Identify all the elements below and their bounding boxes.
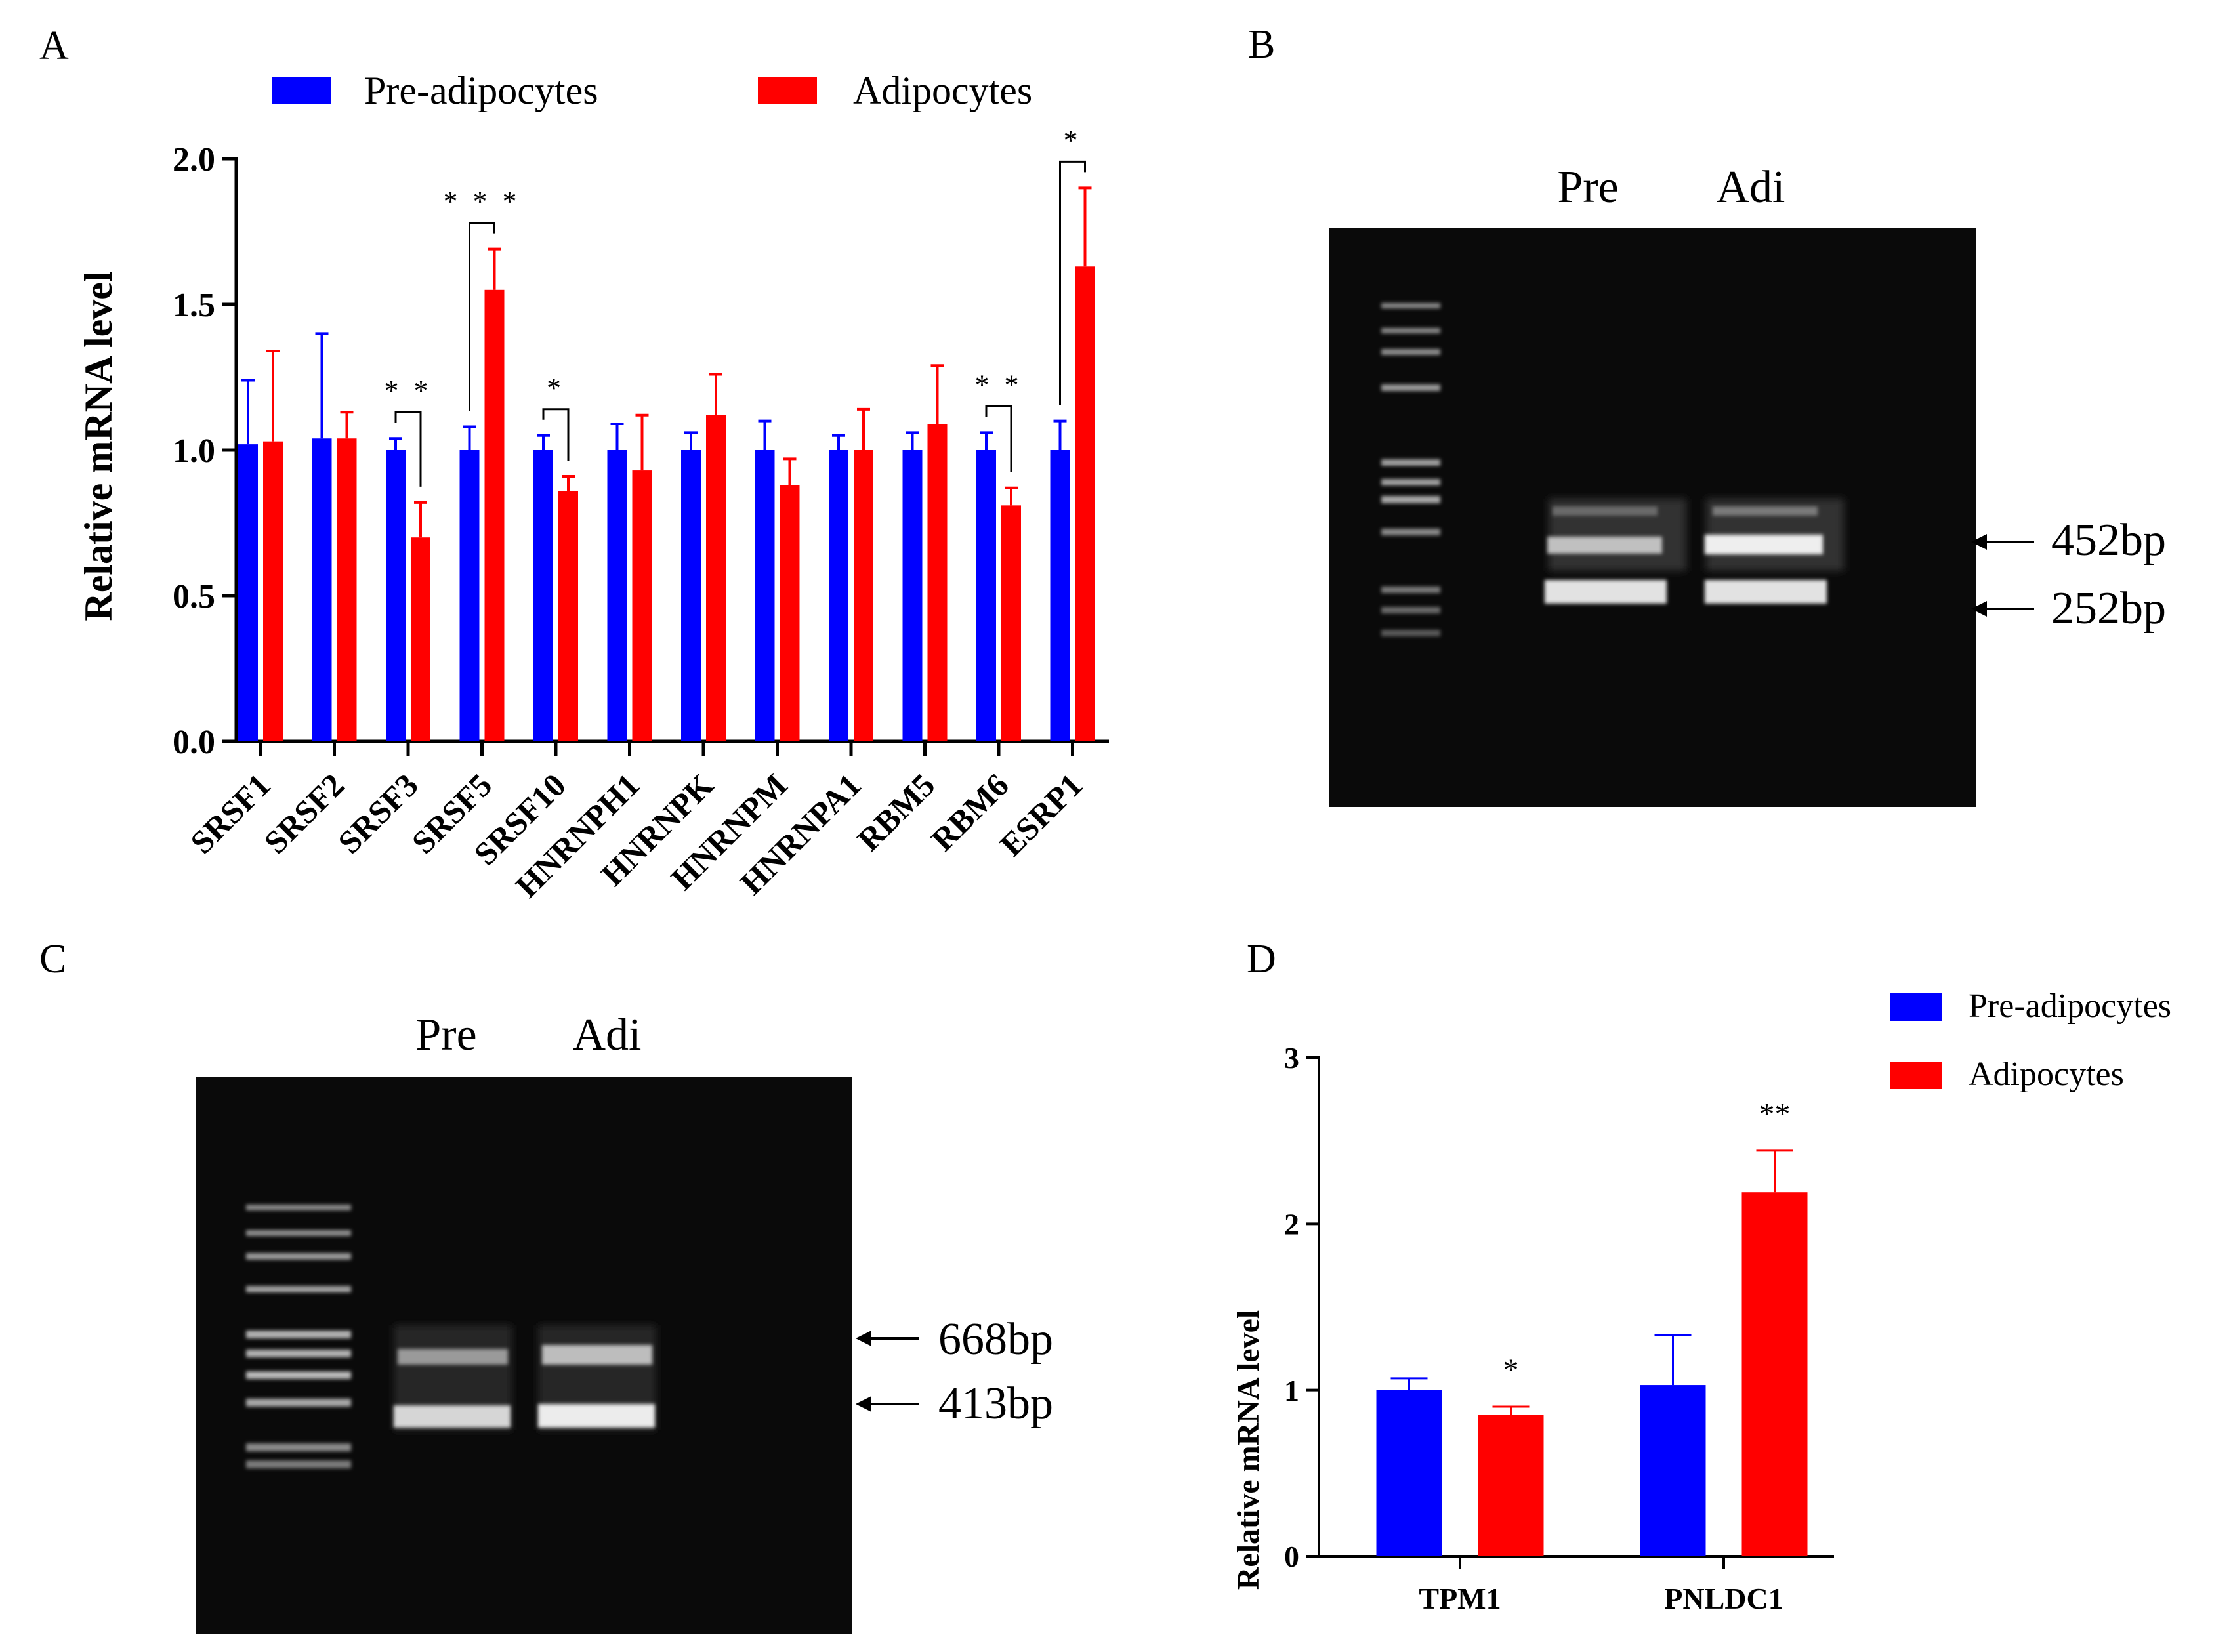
bar-pre xyxy=(976,450,996,741)
y-tick-label: 1.0 xyxy=(173,432,215,470)
lane-label-pre: Pre xyxy=(1557,162,1618,213)
bar-pre xyxy=(1376,1390,1442,1556)
bar-pre xyxy=(607,450,627,741)
marker-label-252: 252bp xyxy=(2051,583,2166,634)
panel-b-letter: B xyxy=(1248,22,1275,67)
significance-label: * xyxy=(1503,1353,1519,1388)
panel-d: D Pre-adipocytes Adipocytes Relative mRN… xyxy=(1181,919,2231,1652)
gel-b: B Pre Adi xyxy=(1248,22,2166,807)
chart-a: A Pre-adipocytes Adipocytes Relative mRN… xyxy=(39,24,1109,905)
x-tick-label: ESRP1 xyxy=(993,766,1090,863)
bar-adi xyxy=(632,470,652,741)
x-tick-label: RBM5 xyxy=(850,766,942,858)
bar-adi xyxy=(1001,505,1021,741)
bar-adi xyxy=(854,450,873,741)
y-axis-label: Relative mRNA level xyxy=(1231,1310,1266,1590)
panel-c-letter: C xyxy=(39,937,66,981)
legend-adi-label: Adipocytes xyxy=(1969,1056,2124,1093)
significance-bracket xyxy=(394,411,422,487)
significance-label: * * xyxy=(385,375,432,407)
x-tick-label: SRSF1 xyxy=(183,766,278,861)
significance-label: * * xyxy=(975,369,1023,401)
bar-adi xyxy=(1075,266,1095,741)
legend-pre-swatch xyxy=(272,77,331,104)
legend-adi-swatch xyxy=(1890,1062,1942,1089)
marker-668: 668bp xyxy=(856,1314,1053,1365)
bar-pre xyxy=(1050,450,1070,741)
marker-label-452: 452bp xyxy=(2051,515,2166,566)
significance-bracket xyxy=(542,408,570,461)
panel-c: C Pre Adi xyxy=(0,919,1155,1652)
bar-adi xyxy=(484,289,505,741)
bar-adi xyxy=(558,491,578,741)
x-tick-label: SRSF2 xyxy=(257,766,352,861)
y-tick-label: 0.5 xyxy=(173,578,215,615)
legend-pre-label: Pre-adipocytes xyxy=(1969,987,2171,1025)
lane-pre-bands xyxy=(1545,499,1686,604)
bar-pre xyxy=(902,450,923,741)
legend-adi-label: Adipocytes xyxy=(853,69,1032,112)
marker-label-413: 413bp xyxy=(938,1378,1053,1429)
bar-pre xyxy=(459,450,480,741)
y-tick-label: 3 xyxy=(1284,1041,1299,1075)
chart-d: D Pre-adipocytes Adipocytes Relative mRN… xyxy=(1231,937,2171,1615)
significance-bracket xyxy=(1059,160,1086,405)
marker-252: 252bp xyxy=(1971,583,2166,634)
y-tick-label: 0 xyxy=(1284,1540,1299,1573)
bar-pre xyxy=(238,444,258,741)
lane-label-adi: Adi xyxy=(573,1010,642,1060)
bar-adi xyxy=(411,537,430,741)
bar-adi xyxy=(780,485,800,741)
bar-pre xyxy=(312,438,332,741)
ladder-bands xyxy=(1381,303,1440,636)
bar-adi xyxy=(927,424,948,741)
panel-a-letter: A xyxy=(39,24,69,68)
bar-pre xyxy=(1640,1385,1706,1556)
y-axis-label: Relative mRNA level xyxy=(77,271,120,621)
legend-pre-swatch xyxy=(1890,993,1942,1021)
bar-adi xyxy=(1478,1415,1544,1556)
significance-label: * xyxy=(547,372,565,404)
bar-pre xyxy=(386,450,406,741)
panel-a: A Pre-adipocytes Adipocytes Relative mRN… xyxy=(0,0,1155,932)
y-tick-label: 0.0 xyxy=(173,724,215,761)
ladder-bands xyxy=(246,1205,351,1468)
y-tick-label: 1 xyxy=(1284,1374,1299,1407)
bar-adi xyxy=(263,441,283,741)
x-tick-label: SRSF3 xyxy=(331,766,425,861)
bar-adi xyxy=(337,438,357,741)
significance-bracket xyxy=(469,222,495,411)
lane-adi-bands xyxy=(1705,499,1844,604)
bar-adi xyxy=(1741,1192,1808,1556)
gel-c: C Pre Adi xyxy=(39,937,1053,1634)
x-tick-label: PNLDC1 xyxy=(1664,1582,1783,1615)
panel-d-letter: D xyxy=(1247,937,1276,981)
bar-pre xyxy=(829,450,848,741)
x-tick-label: TPM1 xyxy=(1419,1582,1501,1615)
bar-adi xyxy=(706,415,726,741)
legend-pre-label: Pre-adipocytes xyxy=(364,69,598,112)
y-tick-label: 2.0 xyxy=(173,141,215,178)
marker-452: 452bp xyxy=(1971,515,2166,566)
significance-label: * xyxy=(1064,124,1082,156)
lane-label-adi: Adi xyxy=(1717,162,1785,213)
significance-label: ** xyxy=(1759,1097,1791,1132)
marker-413: 413bp xyxy=(856,1378,1053,1429)
y-tick-label: 2 xyxy=(1284,1207,1299,1241)
y-tick-label: 1.5 xyxy=(173,287,215,324)
panel-b: B Pre Adi xyxy=(1234,0,2231,853)
lane-adi-bands xyxy=(538,1325,656,1430)
significance-label: * * * xyxy=(444,186,521,218)
lane-label-pre: Pre xyxy=(415,1010,476,1060)
bar-pre xyxy=(755,450,775,741)
marker-label-668: 668bp xyxy=(938,1314,1053,1365)
lane-pre-bands xyxy=(394,1325,512,1430)
legend-adi-swatch xyxy=(758,77,817,104)
bar-pre xyxy=(533,450,553,741)
significance-bracket xyxy=(985,405,1012,472)
bar-pre xyxy=(681,450,701,741)
